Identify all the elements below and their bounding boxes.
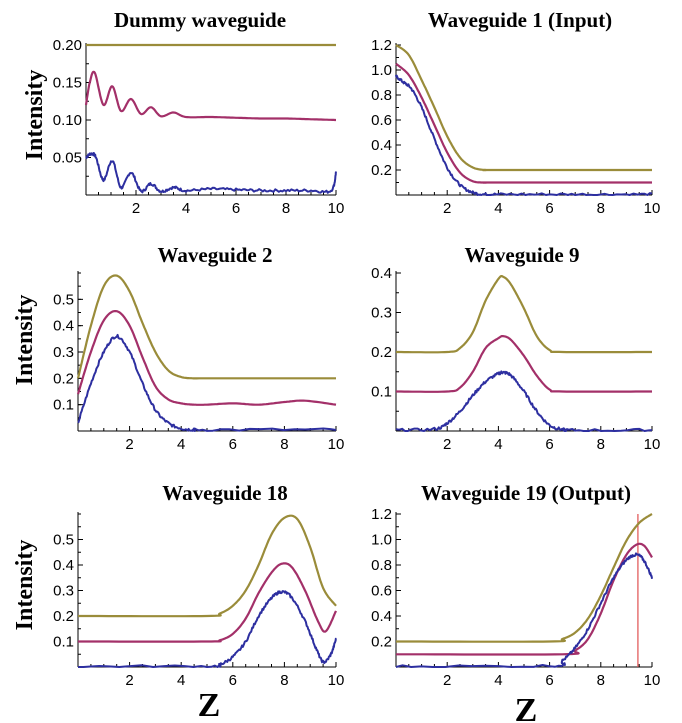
y-tick-label: 0.4 [53, 557, 74, 574]
y-tick-label: 1.2 [371, 37, 392, 54]
series-line-olive [76, 274, 336, 380]
series-line-magenta [396, 335, 652, 393]
chart-panel: Waveguide 2 2 4 6 8 10 0.1 0.2 0.3 0.4 0.5 [53, 243, 344, 453]
series-line-blue [77, 333, 337, 432]
y-tick-label: 0.1 [53, 634, 74, 651]
y-tick-label: 0.2 [53, 370, 74, 387]
x-tick-label: 10 [644, 200, 661, 217]
chart-title: Waveguide 2 [158, 243, 273, 267]
y-tick-label: 0.8 [371, 87, 392, 104]
series-line-magenta [84, 70, 337, 122]
x-tick-label: 8 [597, 672, 605, 689]
series-line-olive [395, 44, 652, 172]
x-tick-label: 8 [597, 200, 605, 217]
x-tick-label: 4 [182, 200, 190, 217]
y-tick-label: 0.3 [371, 305, 392, 322]
x-axis-label: Z [198, 687, 221, 723]
series-line-blue [395, 74, 653, 196]
y-tick-label: 1.0 [371, 62, 392, 79]
x-tick-label: 2 [443, 436, 451, 453]
y-tick-label: 0.4 [371, 137, 392, 154]
x-tick-label: 2 [125, 436, 133, 453]
x-tick-label: 4 [494, 200, 502, 217]
series-line-blue [395, 370, 653, 432]
y-tick-label: 0.4 [53, 318, 74, 335]
y-tick-label: 0.6 [371, 583, 392, 600]
chart-panel: Waveguide 19 (Output) 2 4 6 8 10 0.2 0.4 0.6 0.8 1… [371, 481, 660, 689]
y-tick-label: 0.20 [53, 37, 82, 54]
y-tick-label: 0.5 [53, 532, 74, 549]
chart-panel: Waveguide 9 2 4 6 8 10 0.1 0.2 0.3 0.4 [371, 243, 660, 453]
series-line-magenta [76, 310, 337, 406]
y-tick-label: 1.2 [371, 506, 392, 523]
y-tick-label: 0.5 [53, 291, 74, 308]
x-tick-label: 10 [644, 672, 661, 689]
y-tick-label: 0.10 [53, 112, 82, 129]
series-line-blue [395, 552, 653, 668]
series-line-olive [396, 513, 653, 643]
chart-title: Waveguide 18 [162, 481, 287, 505]
x-tick-label: 2 [443, 200, 451, 217]
x-tick-label: 2 [132, 200, 140, 217]
x-tick-label: 4 [177, 672, 185, 689]
series-line-blue [78, 590, 337, 668]
x-tick-label: 8 [597, 436, 605, 453]
x-tick-label: 2 [125, 672, 133, 689]
x-tick-label: 10 [644, 436, 661, 453]
series-line-blue [85, 152, 337, 194]
x-tick-label: 4 [177, 436, 185, 453]
x-tick-label: 8 [280, 672, 288, 689]
x-tick-label: 10 [328, 436, 345, 453]
chart-panel: Waveguide 18 2 4 6 8 10 0.1 0.2 0.3 0.4 0.5 [53, 481, 344, 689]
chart-title: Waveguide 19 (Output) [421, 481, 631, 505]
x-tick-label: 10 [328, 672, 345, 689]
x-tick-label: 8 [280, 436, 288, 453]
x-tick-label: 10 [328, 200, 345, 217]
x-tick-label: 6 [545, 436, 553, 453]
y-tick-label: 0.2 [371, 344, 392, 361]
x-tick-label: 4 [494, 436, 502, 453]
x-tick-label: 4 [494, 672, 502, 689]
y-tick-label: 0.8 [371, 557, 392, 574]
x-tick-label: 6 [232, 200, 240, 217]
x-tick-label: 8 [282, 200, 290, 217]
y-tick-label: 0.2 [371, 162, 392, 179]
y-tick-label: 0.2 [53, 608, 74, 625]
x-tick-label: 6 [229, 436, 237, 453]
y-tick-label: 0.4 [371, 265, 392, 282]
y-tick-label: 0.2 [371, 634, 392, 651]
y-tick-label: 0.6 [371, 112, 392, 129]
chart-panel: Waveguide 1 (Input) 2 4 6 8 10 0.2 0.4 0.6 0.8 1.0… [371, 8, 660, 217]
chart-title: Waveguide 1 (Input) [428, 8, 612, 32]
series-line-olive [78, 514, 337, 618]
y-tick-label: 0.3 [53, 344, 74, 361]
x-tick-label: 6 [229, 672, 237, 689]
y-tick-label: 0.1 [53, 397, 74, 414]
y-tick-label: 1.0 [371, 532, 392, 549]
x-tick-label: 6 [545, 200, 553, 217]
y-tick-label: 0.05 [53, 150, 82, 167]
y-tick-label: 0.15 [53, 75, 82, 92]
chart-title: Waveguide 9 [465, 243, 580, 267]
series-line-magenta [396, 542, 653, 656]
chart-panel: Dummy waveguide 2 4 6 8 10 0.05 0.10 0.15 0.20 [53, 8, 345, 217]
series-line-magenta [395, 62, 652, 184]
x-axis-label: Z [515, 692, 538, 723]
y-tick-label: 0.3 [53, 583, 74, 600]
series-line-magenta [78, 562, 338, 643]
y-axis-label: Intensity [22, 70, 48, 161]
y-axis-label: Intensity [12, 295, 38, 386]
y-tick-label: 0.4 [371, 608, 392, 625]
y-axis-label: Intensity [12, 540, 38, 631]
series-line-olive [396, 275, 652, 354]
chart-title: Dummy waveguide [114, 8, 286, 32]
x-tick-label: 6 [545, 672, 553, 689]
y-tick-label: 0.1 [371, 384, 392, 401]
x-tick-label: 2 [443, 672, 451, 689]
